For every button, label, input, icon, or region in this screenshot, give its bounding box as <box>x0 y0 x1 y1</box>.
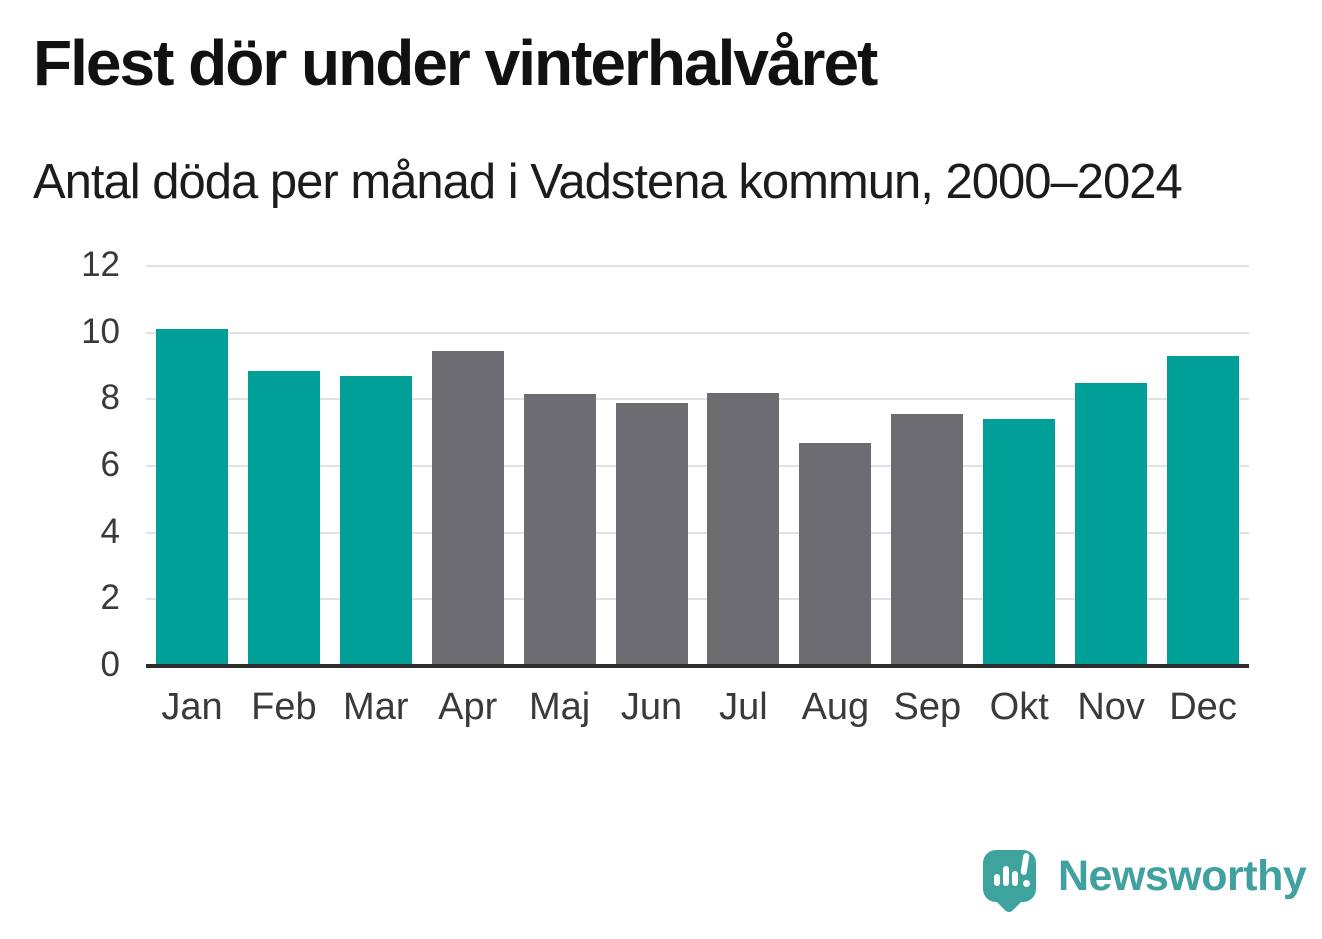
speech-bubble-bar-chart-icon <box>983 850 1036 902</box>
chart-subtitle: Antal döda per månad i Vadstena kommun, … <box>33 155 1183 209</box>
x-tick-label-mar: Mar <box>343 686 409 728</box>
bar-mar <box>339 376 412 666</box>
y-gridline <box>146 331 1249 334</box>
y-gridline <box>146 265 1249 267</box>
y-tick-label: 4 <box>100 511 120 551</box>
bar-feb <box>247 371 320 666</box>
y-tick-label: 12 <box>81 245 120 285</box>
bar-nov <box>1075 382 1148 666</box>
y-tick-label: 8 <box>100 378 120 418</box>
bar-maj <box>523 394 596 666</box>
logo-bar-3 <box>1012 871 1018 886</box>
y-gridline <box>146 531 1249 534</box>
brand-footer: Newsworthy <box>983 848 1307 923</box>
x-axis-line <box>146 664 1249 668</box>
y-gridline <box>146 465 1249 467</box>
x-tick-label-jun: Jun <box>620 686 683 728</box>
y-axis: 0 2 4 6 8 10 12 <box>0 245 120 684</box>
x-tick-label-feb: Feb <box>251 686 317 728</box>
x-tick-label-apr: Apr <box>438 686 498 728</box>
logo-bar-2 <box>1003 866 1009 886</box>
brand-wordmark: Newsworthy <box>1058 852 1307 900</box>
x-tick-label-nov: Nov <box>1077 686 1145 728</box>
y-gridline <box>146 598 1249 601</box>
bar-jan <box>155 329 228 666</box>
bar-dec <box>1167 356 1240 666</box>
chart-title: Flest dör under vinterhalvåret <box>33 27 878 99</box>
y-gridline <box>146 398 1249 401</box>
x-tick-label-jan: Jan <box>161 686 223 728</box>
y-tick-label: 2 <box>100 578 120 618</box>
x-tick-label-sep: Sep <box>893 686 962 728</box>
logo-exclamation-dot <box>1023 880 1030 887</box>
x-tick-label-okt: Okt <box>989 686 1049 728</box>
y-tick-label: 6 <box>100 445 120 485</box>
bar-sep <box>891 414 964 666</box>
bar-okt <box>983 419 1056 666</box>
bar-apr <box>431 351 504 666</box>
x-tick-label-aug: Aug <box>801 686 870 728</box>
x-axis-labels: Jan Feb Mar Apr Maj Jun Jul Aug Sep Okt Nov Dec <box>146 686 1249 736</box>
x-tick-label-dec: Dec <box>1169 686 1237 728</box>
logo-bar-1 <box>994 874 1000 886</box>
y-tick-label: 10 <box>81 311 120 351</box>
plot-area <box>146 265 1249 668</box>
bar-jul <box>707 392 780 666</box>
logo-exclamation-stroke <box>1020 852 1030 876</box>
bar-jun <box>615 402 688 666</box>
bar-aug <box>799 442 872 666</box>
x-tick-label-jul: Jul <box>719 686 768 728</box>
y-tick-label: 0 <box>100 645 120 685</box>
x-tick-label-maj: Maj <box>529 686 591 728</box>
